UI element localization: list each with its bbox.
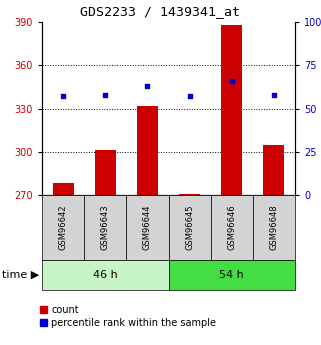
Text: GSM96646: GSM96646 xyxy=(227,205,236,250)
Text: GSM96645: GSM96645 xyxy=(185,205,194,250)
Point xyxy=(271,92,276,97)
Legend: count, percentile rank within the sample: count, percentile rank within the sample xyxy=(40,305,216,328)
Bar xyxy=(53,184,74,195)
Text: GSM96644: GSM96644 xyxy=(143,205,152,250)
Point xyxy=(103,92,108,97)
Text: GSM96643: GSM96643 xyxy=(101,205,110,250)
Text: GSM96648: GSM96648 xyxy=(269,205,278,250)
Bar xyxy=(221,25,242,195)
Bar xyxy=(137,106,158,195)
Text: GSM96642: GSM96642 xyxy=(59,205,68,250)
Text: 54 h: 54 h xyxy=(219,270,244,280)
Point xyxy=(61,93,66,99)
Bar xyxy=(263,145,284,195)
Text: GDS2233 / 1439341_at: GDS2233 / 1439341_at xyxy=(81,5,240,18)
Point xyxy=(145,83,150,89)
Point xyxy=(229,78,234,83)
Bar xyxy=(179,194,200,195)
Bar xyxy=(95,150,116,195)
Text: time ▶: time ▶ xyxy=(2,270,39,280)
Point xyxy=(187,93,192,99)
Text: 46 h: 46 h xyxy=(93,270,117,280)
